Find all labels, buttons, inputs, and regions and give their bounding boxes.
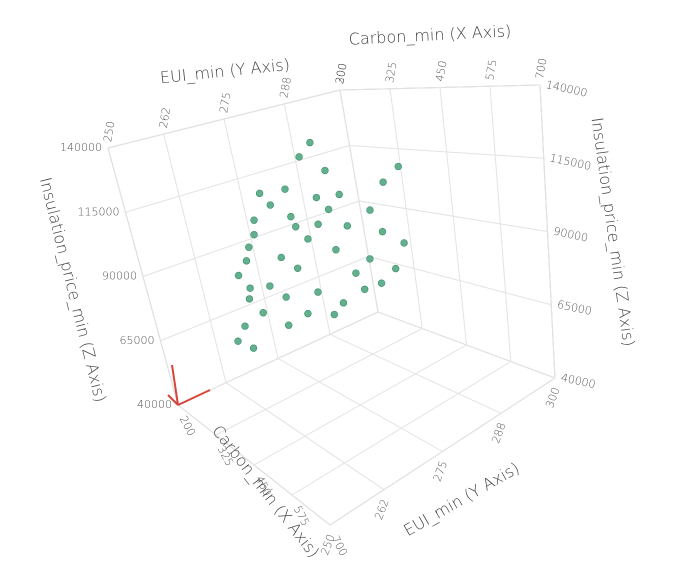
y-tick-label: 288 bbox=[489, 421, 508, 445]
point bbox=[312, 193, 321, 202]
x-tick-label: 200 bbox=[333, 62, 349, 85]
z-tick-label: 65000 bbox=[556, 298, 593, 318]
point bbox=[245, 243, 253, 251]
point bbox=[287, 212, 295, 221]
point bbox=[306, 138, 314, 147]
grid-line bbox=[377, 311, 556, 379]
point bbox=[343, 222, 352, 230]
point bbox=[250, 230, 258, 239]
z-tick-label: 140000 bbox=[545, 78, 589, 99]
z-tick-label: 40000 bbox=[137, 398, 172, 411]
axis-indicator bbox=[171, 364, 179, 406]
point bbox=[335, 190, 343, 199]
z-axis-title: Insulation_price_min (Z Axis) bbox=[588, 116, 639, 347]
point bbox=[234, 271, 243, 280]
point bbox=[321, 166, 329, 175]
point bbox=[379, 178, 387, 186]
x-axis-title: Carbon_min (X Axis) bbox=[348, 21, 511, 48]
point bbox=[241, 322, 249, 330]
point bbox=[330, 310, 339, 319]
x-tick-label: 450 bbox=[433, 60, 449, 83]
point bbox=[255, 189, 264, 198]
z-tick-label: 90000 bbox=[102, 270, 137, 283]
y-tick-label: 262 bbox=[372, 497, 391, 521]
point bbox=[282, 293, 290, 301]
grid-line bbox=[177, 311, 379, 406]
point bbox=[249, 344, 258, 352]
labels: Carbon_min (X Axis) Carbon_min (X Axis) … bbox=[36, 21, 639, 561]
point bbox=[245, 295, 254, 303]
points bbox=[234, 138, 408, 352]
grid-line bbox=[358, 200, 548, 232]
point bbox=[266, 282, 274, 290]
point bbox=[266, 201, 274, 209]
point bbox=[259, 309, 267, 317]
z-tick-label: 140000 bbox=[60, 141, 102, 154]
point bbox=[361, 285, 369, 293]
grid-line bbox=[125, 145, 350, 213]
y-tick-label: 275 bbox=[431, 459, 450, 483]
point bbox=[285, 321, 293, 329]
x-tick-label: 575 bbox=[483, 58, 499, 81]
point bbox=[366, 255, 374, 263]
point bbox=[391, 264, 400, 273]
grid-line bbox=[177, 404, 331, 526]
point bbox=[234, 337, 242, 345]
grid-line bbox=[225, 382, 385, 491]
grid-line bbox=[339, 84, 541, 91]
point bbox=[324, 205, 333, 214]
grid-line bbox=[107, 89, 341, 149]
point bbox=[352, 269, 360, 277]
point bbox=[281, 185, 289, 193]
axis-indicator bbox=[177, 389, 211, 406]
z-tick-label: 90000 bbox=[552, 225, 589, 245]
point bbox=[292, 223, 300, 231]
point bbox=[304, 235, 312, 243]
grid-line bbox=[349, 145, 544, 159]
axis-indicator bbox=[167, 394, 179, 406]
y-tick-label: 275 bbox=[217, 91, 233, 114]
y-tick-label: 250 bbox=[318, 533, 337, 557]
y-tick-label: 262 bbox=[157, 106, 173, 129]
point bbox=[242, 257, 251, 265]
y-axis-title: EUI_min (Y Axis) bbox=[400, 458, 522, 540]
grid bbox=[107, 84, 556, 526]
point bbox=[304, 309, 312, 318]
point bbox=[378, 227, 387, 236]
point bbox=[293, 264, 302, 272]
orientation-axes bbox=[167, 364, 211, 406]
y-axis-title: EUI_min (Y Axis) bbox=[159, 55, 291, 88]
point bbox=[314, 220, 322, 228]
grid-line bbox=[160, 256, 369, 342]
z-tick-label: 65000 bbox=[120, 334, 155, 347]
grid-line bbox=[142, 200, 360, 277]
grid-line bbox=[329, 333, 502, 414]
point bbox=[394, 162, 402, 171]
point bbox=[246, 284, 254, 292]
y-tick-label: 300 bbox=[543, 386, 562, 410]
point bbox=[295, 153, 303, 161]
point bbox=[250, 216, 258, 224]
point bbox=[339, 299, 348, 307]
z-tick-label: 115000 bbox=[549, 151, 593, 172]
point bbox=[400, 239, 408, 247]
point bbox=[314, 288, 322, 296]
z-tick-label: 115000 bbox=[78, 205, 120, 218]
point bbox=[277, 253, 285, 262]
point bbox=[332, 246, 340, 254]
y-tick-label: 300 bbox=[333, 62, 349, 85]
grid-line bbox=[368, 256, 552, 306]
y-tick-label: 288 bbox=[277, 76, 293, 99]
x-tick-label: 700 bbox=[533, 57, 549, 80]
z-tick-label: 40000 bbox=[560, 371, 597, 391]
y-tick-label: 250 bbox=[101, 120, 117, 143]
point bbox=[366, 206, 374, 214]
grid-line bbox=[277, 358, 443, 452]
x-tick-label: 200 bbox=[177, 414, 198, 439]
x-tick-label: 325 bbox=[383, 61, 399, 84]
point bbox=[377, 279, 386, 287]
